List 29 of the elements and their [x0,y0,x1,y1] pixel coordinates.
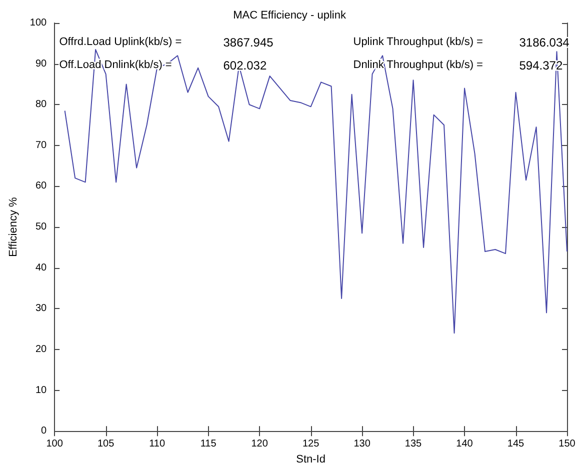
x-tick-label: 115 [200,438,217,450]
chart-title: MAC Efficiency - uplink [233,10,346,22]
x-tick-label: 125 [302,438,320,450]
y-tick-label: 80 [35,99,48,110]
x-tick-label: 110 [149,438,166,450]
annotation: Offrd.Load Uplink(kb/s) = [59,36,182,48]
annotation: 3867.945 [223,35,274,50]
x-tick-label: 105 [97,438,115,450]
y-tick-label: 70 [35,140,48,151]
y-tick-label: 20 [35,344,48,355]
y-tick-label: 30 [35,303,48,314]
x-tick-label: 145 [507,438,525,450]
y-tick-label: 0 [41,426,48,437]
x-tick-label: 150 [558,438,576,450]
x-tick-label: 130 [354,438,371,450]
y-axis-title: Efficiency % [8,196,20,257]
y-tick-label: 10 [35,384,48,396]
y-tick-label: 40 [35,262,48,274]
y-tick-label: 100 [30,18,48,28]
annotation: Uplink Throughput (kb/s) = [353,36,483,48]
x-tick-label: 140 [456,438,474,450]
annotation: 602.032 [223,58,267,72]
y-tick-label: 90 [35,58,48,70]
x-tick-label: 100 [46,438,64,450]
y-tick-label: 60 [35,180,48,192]
x-tick-label: 135 [404,438,422,450]
y-tick-label: 50 [35,222,48,233]
x-axis-title: Stn-Id [296,454,326,466]
x-tick-label: 120 [251,438,268,450]
